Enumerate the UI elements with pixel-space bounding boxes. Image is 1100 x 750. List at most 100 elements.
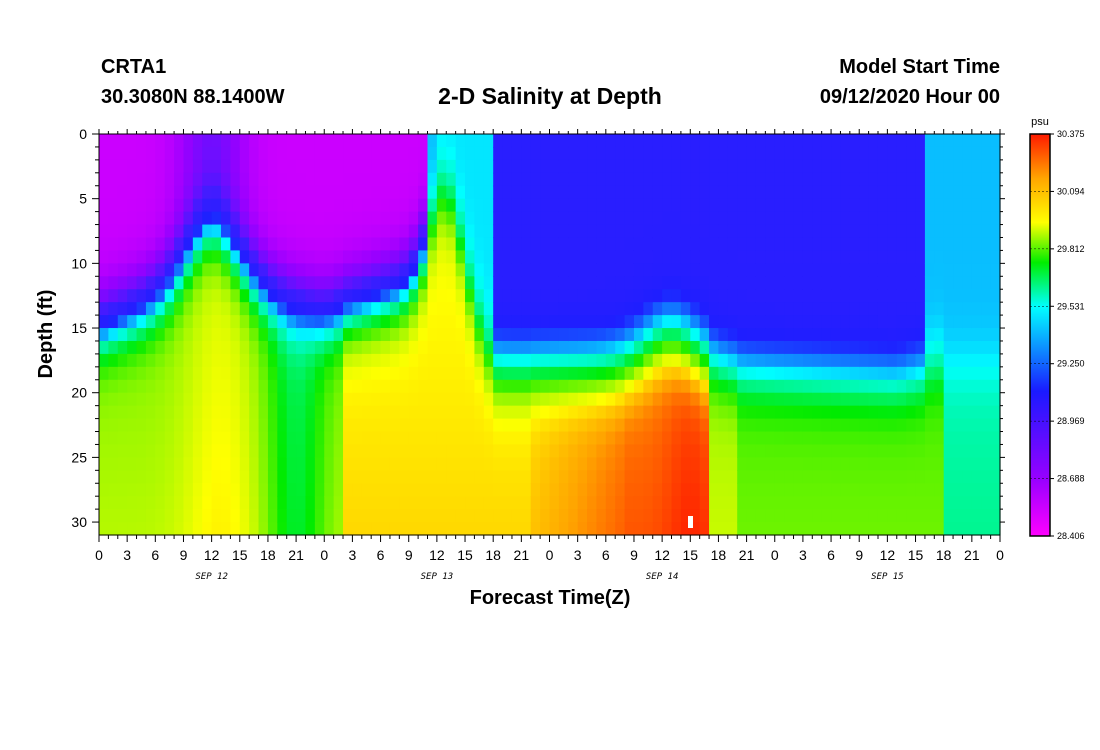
heat-cell	[615, 159, 626, 174]
heat-cell	[502, 276, 513, 290]
heat-cell	[643, 198, 654, 213]
heat-cell	[155, 289, 166, 303]
heat-cell	[765, 224, 776, 239]
heat-cell	[511, 431, 522, 446]
heat-cell	[558, 405, 569, 420]
heat-cell	[117, 392, 128, 407]
heat-cell	[483, 353, 494, 368]
heat-cell	[136, 263, 147, 277]
heat-cell	[953, 302, 964, 316]
heat-cell	[774, 276, 785, 290]
heat-cell	[943, 315, 954, 329]
heat-cell	[802, 509, 813, 523]
heat-cell	[755, 405, 766, 420]
heat-cell	[436, 392, 447, 407]
heat-cell	[164, 146, 175, 161]
heat-cell	[343, 134, 354, 148]
heat-cell	[389, 483, 400, 497]
heat-cell	[924, 392, 935, 407]
heat-cell	[324, 250, 335, 264]
heat-cell	[962, 159, 973, 174]
heat-cell	[483, 509, 494, 523]
heat-cell	[343, 328, 354, 342]
heat-cell	[239, 392, 250, 407]
heat-cell	[530, 496, 541, 510]
heat-cell	[633, 146, 644, 161]
heat-cell	[221, 418, 231, 433]
heat-cell	[145, 134, 156, 148]
heat-cell	[840, 159, 851, 174]
heat-cell	[108, 405, 119, 420]
heat-cell	[192, 237, 203, 252]
heat-cell	[221, 496, 231, 510]
heat-cell	[380, 289, 391, 303]
heat-cell	[643, 470, 654, 484]
heat-cell	[427, 134, 438, 148]
heat-cell	[455, 237, 466, 252]
heat-cell	[605, 392, 616, 407]
heat-cell	[558, 146, 569, 161]
heat-cell	[549, 431, 560, 446]
heat-cell	[239, 328, 250, 342]
heat-cell	[502, 263, 513, 277]
heat-cell	[662, 159, 673, 174]
heat-cell	[558, 328, 569, 342]
heat-cell	[981, 353, 992, 368]
heat-cell	[943, 470, 954, 484]
heat-cell	[784, 172, 795, 187]
heat-cell	[671, 185, 682, 200]
heat-cell	[680, 185, 691, 200]
heat-cell	[455, 353, 466, 368]
heat-cell	[971, 431, 982, 446]
heat-cell	[455, 134, 466, 148]
heat-cell	[690, 250, 701, 264]
heat-cell	[530, 483, 541, 497]
heat-cell	[821, 302, 832, 316]
heat-cell	[258, 328, 269, 342]
heat-cell	[230, 340, 241, 355]
heat-cell	[896, 185, 907, 200]
heat-cell	[765, 522, 776, 536]
heat-cell	[849, 418, 860, 433]
heat-cell	[305, 263, 316, 277]
heat-cell	[483, 405, 494, 420]
heat-cell	[587, 211, 598, 226]
heat-cell	[483, 237, 494, 252]
heat-cell	[615, 276, 626, 290]
heat-cell	[408, 496, 419, 510]
heat-cell	[746, 483, 757, 497]
heat-cell	[99, 134, 109, 148]
heat-cell	[174, 276, 185, 290]
heat-cell	[493, 366, 504, 381]
heat-cell	[155, 470, 166, 484]
heat-cell	[99, 172, 109, 187]
heat-cell	[934, 444, 945, 458]
heat-cell	[324, 224, 335, 239]
heat-cell	[718, 366, 729, 381]
heat-cell	[577, 263, 588, 277]
heat-cell	[924, 444, 935, 458]
heat-cell	[662, 353, 673, 368]
heat-cell	[511, 263, 522, 277]
heat-cell	[230, 315, 241, 329]
heat-cell	[643, 134, 654, 148]
heat-cell	[990, 353, 1001, 368]
heat-cell	[324, 302, 335, 316]
heat-cell	[249, 470, 260, 484]
heat-cell	[812, 237, 823, 252]
heat-cell	[906, 198, 917, 213]
heat-cell	[915, 315, 926, 329]
heat-cell	[211, 392, 222, 407]
heat-cell	[906, 496, 917, 510]
heat-cell	[568, 198, 579, 213]
x-tick-label: 21	[288, 547, 304, 563]
heat-cell	[934, 134, 945, 148]
heat-cell	[934, 276, 945, 290]
heat-cell	[821, 134, 832, 148]
heat-cell	[296, 250, 307, 264]
heat-cell	[296, 302, 307, 316]
heat-cell	[821, 315, 832, 329]
heat-cell	[549, 276, 560, 290]
heat-cell	[981, 522, 992, 536]
heat-cell	[446, 134, 457, 148]
